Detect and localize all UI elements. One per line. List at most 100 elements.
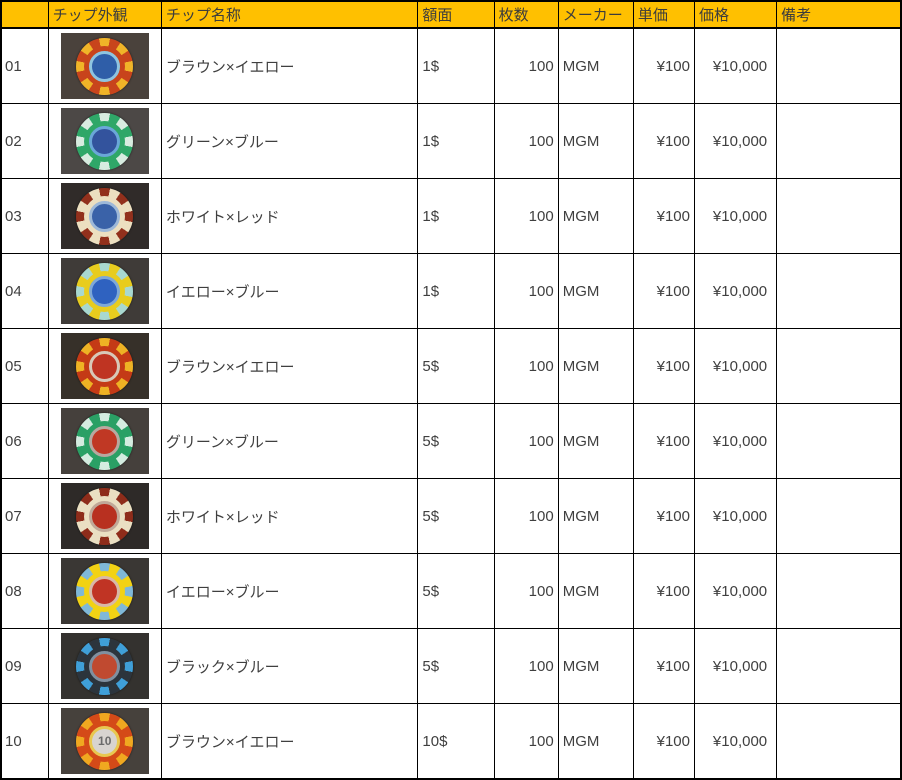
face-value-cell: 1$ [417,178,495,254]
chip-photo-cell [47,253,162,329]
maker-cell: MGM [557,27,634,104]
row-number-cell: 10 [0,703,49,780]
poker-chip-image [76,562,134,620]
unit-price-cell: ¥100 [632,628,695,704]
header-maker: メーカー [557,0,634,29]
note-cell [776,628,902,704]
chip-name-cell: ブラウン×イエロー [160,328,419,404]
chip-photo-cell [47,628,162,704]
table-row: 08 イエロー×ブルー 5$ 100 MGM ¥100 ¥10,000 [0,553,902,629]
table-row: 01 ブラウン×イエロー 1$ 100 MGM ¥100 ¥10,000 [0,27,902,104]
unit-price-cell: ¥100 [632,553,695,629]
chip-name-cell: イエロー×ブルー [160,253,419,329]
table-row: 07 ホワイト×レッド 5$ 100 MGM ¥100 ¥10,000 [0,478,902,554]
quantity-cell: 100 [493,703,559,780]
chip-photo-cell [47,27,162,104]
poker-chip-image [76,337,134,395]
row-number-cell: 04 [0,253,49,329]
face-value-cell: 1$ [417,27,495,104]
table-row: 05 ブラウン×イエロー 5$ 100 MGM ¥100 ¥10,000 [0,328,902,404]
chip-denomination-label [76,338,133,395]
quantity-cell: 100 [493,178,559,254]
chip-photo-cell [47,403,162,479]
note-cell [776,27,902,104]
table-row: 10 10 ブラウン×イエロー 10$ 100 MGM ¥100 ¥10,000 [0,703,902,780]
poker-chip-image [76,262,134,320]
row-number-cell: 05 [0,328,49,404]
face-value-cell: 10$ [417,703,495,780]
chip-denomination-label [76,188,133,245]
price-cell: ¥10,000 [693,403,778,479]
chip-photo: 10 [60,708,149,774]
poker-chip-image [76,187,134,245]
maker-cell: MGM [557,628,634,704]
table-row: 06 グリーン×ブルー 5$ 100 MGM ¥100 ¥10,000 [0,403,902,479]
header-quantity: 枚数 [493,0,559,29]
face-value-cell: 1$ [417,103,495,179]
header-chip-appearance: チップ外観 [47,0,162,29]
chip-name-cell: グリーン×ブルー [160,103,419,179]
row-number-cell: 03 [0,178,49,254]
header-chip-name: チップ名称 [160,0,419,29]
chip-photo [60,258,149,324]
header-price: 価格 [693,0,778,29]
chip-photo-cell: 10 [47,703,162,780]
chip-name-cell: ブラウン×イエロー [160,703,419,780]
maker-cell: MGM [557,478,634,554]
header-row: チップ外観 チップ名称 額面 枚数 メーカー 単価 価格 備考 [0,0,902,29]
quantity-cell: 100 [493,553,559,629]
chip-photo [60,108,149,174]
quantity-cell: 100 [493,628,559,704]
row-number-cell: 08 [0,553,49,629]
chip-denomination-label [76,563,133,620]
quantity-cell: 100 [493,27,559,104]
unit-price-cell: ¥100 [632,27,695,104]
price-cell: ¥10,000 [693,628,778,704]
row-number-cell: 02 [0,103,49,179]
row-number-cell: 07 [0,478,49,554]
unit-price-cell: ¥100 [632,103,695,179]
maker-cell: MGM [557,328,634,404]
quantity-cell: 100 [493,253,559,329]
table-row: 02 グリーン×ブルー 1$ 100 MGM ¥100 ¥10,000 [0,103,902,179]
quantity-cell: 100 [493,403,559,479]
poker-chip-image [76,412,134,470]
chip-name-cell: ブラック×ブルー [160,628,419,704]
face-value-cell: 5$ [417,403,495,479]
chip-denomination-label [76,263,133,320]
unit-price-cell: ¥100 [632,403,695,479]
header-face-value: 額面 [417,0,495,29]
chip-photo-cell [47,478,162,554]
price-cell: ¥10,000 [693,703,778,780]
face-value-cell: 1$ [417,253,495,329]
quantity-cell: 100 [493,478,559,554]
face-value-cell: 5$ [417,328,495,404]
chip-photo [60,633,149,699]
chip-denomination-label [76,638,133,695]
chip-photo [60,33,149,99]
chip-denomination-label [76,113,133,170]
poker-chip-image [76,637,134,695]
header-note: 備考 [776,0,902,29]
note-cell [776,328,902,404]
chip-photo [60,483,149,549]
chip-name-cell: イエロー×ブルー [160,553,419,629]
poker-chip-image [76,37,134,95]
chip-denomination-label [76,488,133,545]
chip-name-cell: ホワイト×レッド [160,478,419,554]
poker-chip-image [76,487,134,545]
maker-cell: MGM [557,253,634,329]
quantity-cell: 100 [493,103,559,179]
table-row: 09 ブラック×ブルー 5$ 100 MGM ¥100 ¥10,000 [0,628,902,704]
chip-name-cell: ホワイト×レッド [160,178,419,254]
price-cell: ¥10,000 [693,328,778,404]
chip-photo [60,558,149,624]
unit-price-cell: ¥100 [632,478,695,554]
note-cell [776,703,902,780]
chip-denomination-label [76,413,133,470]
chip-denomination-label: 10 [98,734,112,748]
face-value-cell: 5$ [417,553,495,629]
face-value-cell: 5$ [417,628,495,704]
chip-photo-cell [47,103,162,179]
